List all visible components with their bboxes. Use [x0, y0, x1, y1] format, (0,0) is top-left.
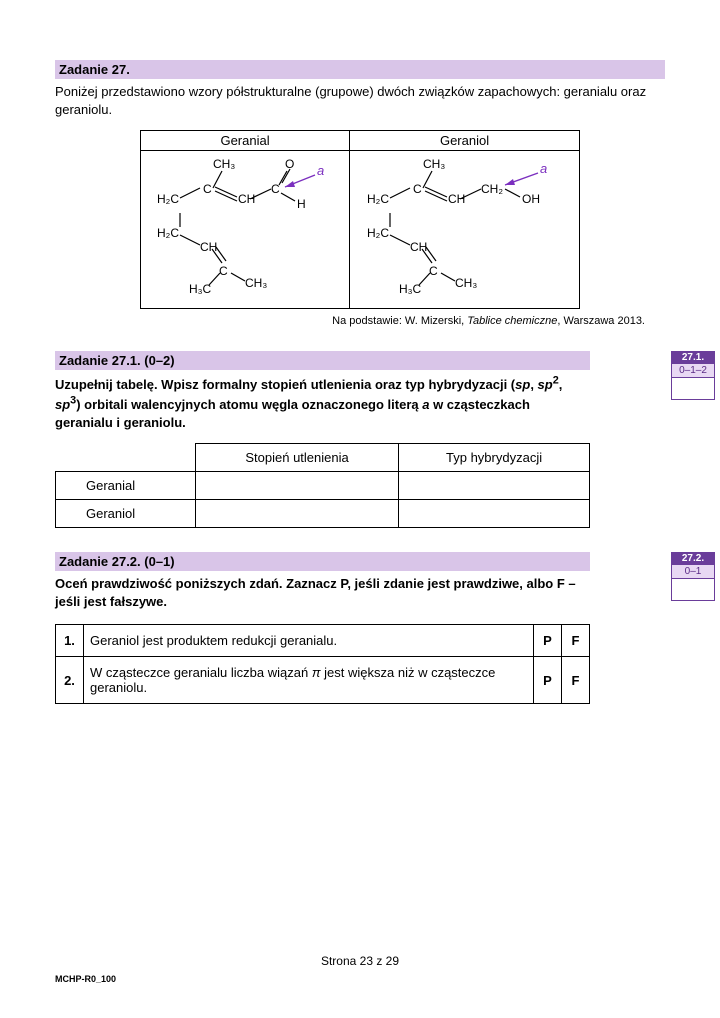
svg-text:H₂C: H₂C: [157, 226, 179, 240]
citation: Na podstawie: W. Mizerski, Tablice chemi…: [55, 315, 645, 327]
col-oxidation: Stopień utlenienia: [196, 444, 399, 472]
col-hybridization: Typ hybrydyzacji: [399, 444, 590, 472]
row1-statement: Geraniol jest produktem redukcji gerania…: [84, 625, 534, 657]
side-blank: [671, 378, 715, 400]
side-score: 0–1: [671, 565, 715, 579]
scoring-box-27-2: 27.2. 0–1: [671, 552, 715, 601]
geranial-oxid-input[interactable]: [196, 472, 399, 500]
task-27-2-body: Oceń prawdziwość poniższych zdań. Zaznac…: [55, 575, 590, 610]
svg-text:CH: CH: [410, 240, 427, 254]
svg-text:C: C: [429, 264, 438, 278]
geraniol-oxid-input[interactable]: [196, 500, 399, 528]
row1-num: 1.: [56, 625, 84, 657]
page-number: Strona 23 z 29: [0, 954, 720, 968]
svg-text:CH: CH: [448, 192, 465, 206]
side-label: 27.1.: [671, 351, 715, 364]
scoring-box-27-1: 27.1. 0–1–2: [671, 351, 715, 400]
geranial-hybrid-input[interactable]: [399, 472, 590, 500]
task-27-1-header: Zadanie 27.1. (0–2): [55, 351, 590, 370]
svg-text:H₂C: H₂C: [367, 192, 389, 206]
svg-text:CH₃: CH₃: [423, 157, 445, 171]
svg-text:H₂C: H₂C: [157, 192, 179, 206]
task-27-1-body: Uzupełnij tabelę. Wpisz formalny stopień…: [55, 374, 590, 431]
document-code: MCHP-R0_100: [55, 974, 116, 984]
svg-text:a: a: [540, 161, 547, 176]
svg-text:CH₂: CH₂: [481, 182, 503, 196]
svg-text:a: a: [317, 163, 324, 178]
task-27-intro: Poniżej przedstawiono wzory półstruktura…: [55, 83, 665, 118]
row1-P[interactable]: P: [534, 625, 562, 657]
row2-num: 2.: [56, 657, 84, 704]
geraniol-structure: H₂C C CH₃ CH CH₂ OH H₂C CH C H₃C CH₃ a: [350, 151, 580, 309]
svg-text:C: C: [203, 182, 212, 196]
svg-text:C: C: [219, 264, 228, 278]
svg-text:C: C: [413, 182, 422, 196]
svg-text:CH₃: CH₃: [455, 276, 477, 290]
col-geranial: Geranial: [141, 131, 350, 151]
svg-text:CH₃: CH₃: [213, 157, 235, 171]
geranial-svg: H₂C C CH₃ CH C O H H₂C CH C H₃C CH₃ a: [145, 153, 345, 303]
row-geraniol: Geraniol: [56, 500, 196, 528]
chemistry-structures-table: Geranial Geraniol: [140, 130, 580, 309]
col-geraniol: Geraniol: [350, 131, 580, 151]
row2-P[interactable]: P: [534, 657, 562, 704]
row2-statement: W cząsteczce geranialu liczba wiązań π j…: [84, 657, 534, 704]
task-27-2-header: Zadanie 27.2. (0–1): [55, 552, 590, 571]
svg-text:CH₃: CH₃: [245, 276, 267, 290]
geraniol-hybrid-input[interactable]: [399, 500, 590, 528]
svg-text:O: O: [285, 157, 294, 171]
row-geranial: Geranial: [56, 472, 196, 500]
side-blank: [671, 579, 715, 601]
row1-F[interactable]: F: [562, 625, 590, 657]
task-27-1: Zadanie 27.1. (0–2) Uzupełnij tabelę. Wp…: [55, 351, 665, 528]
row2-F[interactable]: F: [562, 657, 590, 704]
task-27-header: Zadanie 27.: [55, 60, 665, 79]
side-score: 0–1–2: [671, 364, 715, 378]
svg-text:H₃C: H₃C: [399, 282, 422, 296]
svg-text:CH: CH: [238, 192, 255, 206]
svg-text:H₃C: H₃C: [189, 282, 212, 296]
side-label: 27.2.: [671, 552, 715, 565]
geraniol-svg: H₂C C CH₃ CH CH₂ OH H₂C CH C H₃C CH₃ a: [355, 153, 575, 303]
svg-text:C: C: [271, 182, 280, 196]
true-false-table: 1. Geraniol jest produktem redukcji gera…: [55, 624, 590, 704]
svg-text:CH: CH: [200, 240, 217, 254]
task-27-2: Zadanie 27.2. (0–1) Oceń prawdziwość pon…: [55, 552, 665, 704]
fill-table: Stopień utlenienia Typ hybrydyzacji Gera…: [55, 443, 590, 528]
svg-text:H: H: [297, 197, 306, 211]
svg-text:H₂C: H₂C: [367, 226, 389, 240]
geranial-structure: H₂C C CH₃ CH C O H H₂C CH C H₃C CH₃ a: [141, 151, 350, 309]
svg-text:OH: OH: [522, 192, 540, 206]
